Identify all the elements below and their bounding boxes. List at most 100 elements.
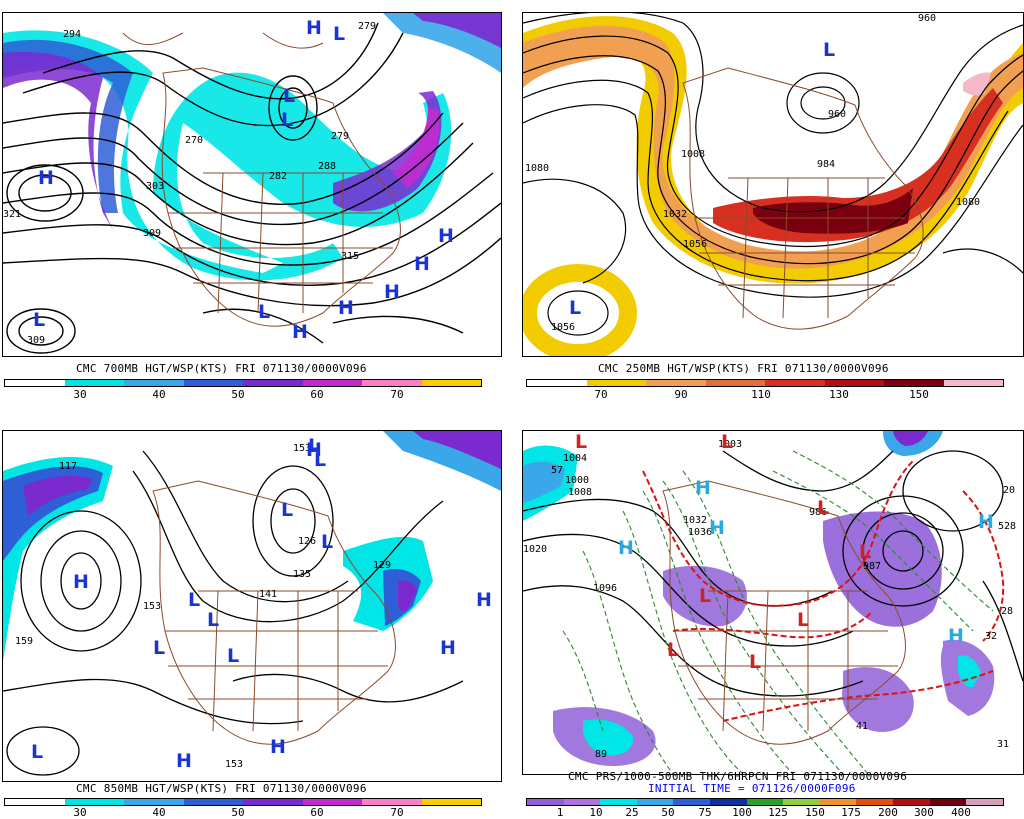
colorbar-swatch	[421, 380, 481, 386]
contour-label: 960	[918, 13, 937, 24]
colorbar-swatch	[302, 380, 362, 386]
high-marker: H	[476, 589, 492, 611]
precip-purple-ne	[823, 511, 942, 627]
borders	[682, 67, 924, 330]
contour-label: 321	[3, 209, 22, 220]
wind-shade-nw2	[413, 13, 501, 48]
colorbar-label: 30	[73, 806, 87, 819]
colorbar-swatch	[783, 799, 820, 805]
contour-label: 1056	[551, 322, 576, 333]
contour-label: 1020	[523, 544, 548, 555]
colorbar-label: 50	[231, 388, 245, 401]
colorbar-swatch	[884, 380, 944, 386]
high-marker: H	[709, 517, 725, 539]
contour-label: 153	[225, 759, 244, 770]
colorbar-label: 75	[698, 806, 712, 819]
precip-purple-c	[663, 565, 747, 627]
high-marker: H	[978, 511, 994, 533]
contour-label: 153	[143, 601, 162, 612]
wind-shade-nne2	[413, 431, 501, 469]
precip-cyan-e	[958, 655, 981, 688]
low-marker: L	[308, 435, 321, 457]
colorbar	[4, 379, 482, 387]
contour-label: 315	[341, 251, 360, 262]
contour-label: 279	[358, 21, 377, 32]
precip-purple-s	[842, 667, 914, 732]
colorbar-labels: 30 40 50 60 70	[4, 806, 480, 819]
colorbar-label: 25	[625, 806, 639, 819]
colorbar-label: 1	[556, 806, 564, 819]
low-marker: L	[227, 645, 240, 667]
low-marker: L	[859, 541, 872, 563]
thickness-contours	[562, 450, 994, 774]
low-marker: L	[575, 431, 588, 453]
contour-label: 1004	[563, 453, 588, 464]
contour-label: 32	[985, 631, 998, 642]
panel-title: CMC 700MB HGT/WSP(KTS) FRI 071130/0000V0…	[76, 362, 367, 375]
contour-label: 153	[293, 443, 312, 454]
colorbar-swatch	[362, 380, 422, 386]
low-marker: L	[667, 639, 680, 661]
colorbar	[4, 798, 482, 806]
contour-label: 984	[817, 159, 836, 170]
colorbar-label: 30	[73, 388, 87, 401]
wind-shade-blue	[3, 39, 133, 213]
low-marker: L	[823, 39, 836, 61]
borders	[662, 480, 906, 745]
contour-label: 1008	[568, 487, 593, 498]
jet-yellow-sw	[523, 264, 637, 356]
contour-label: 1096	[593, 583, 618, 594]
colorbar-label: 70	[594, 388, 608, 401]
colorbar-swatch	[302, 799, 362, 805]
colorbar-label: 300	[914, 806, 934, 819]
colorbar-swatch	[183, 799, 243, 805]
colorbar-swatch	[362, 799, 422, 805]
panel-850mb: 129 141 135 159 153 153 126 117 153 H H …	[0, 410, 512, 819]
low-marker: L	[749, 651, 762, 673]
contour-label: 57	[551, 465, 564, 476]
colorbar-swatch	[5, 799, 65, 805]
contour-label: 129	[373, 560, 392, 571]
low-marker: L	[281, 499, 294, 521]
borders	[122, 32, 401, 327]
colorbar-swatch	[421, 799, 481, 805]
contour-label: 1080	[525, 163, 550, 174]
low-marker: L	[314, 449, 327, 471]
contour-label: 282	[269, 171, 288, 182]
colorbar-swatch	[966, 799, 1003, 805]
panel-subtitle: INITIAL TIME = 071126/0000F096	[648, 782, 856, 795]
high-marker: H	[338, 297, 354, 319]
high-marker: H	[384, 281, 400, 303]
colorbar-label: 70	[390, 806, 404, 819]
colorbar-label: 130	[829, 388, 849, 401]
contour-label: 28	[1001, 606, 1014, 617]
colorbar-swatch	[124, 799, 184, 805]
panel-title: CMC 250MB HGT/WSP(KTS) FRI 071130/0000V0…	[598, 362, 889, 375]
colorbar-swatch	[563, 799, 601, 805]
wind-shade-ne-purple	[398, 580, 417, 612]
low-marker: L	[569, 297, 582, 319]
high-marker: H	[948, 625, 964, 647]
colorbar	[526, 798, 1004, 806]
map-700mb-svg	[3, 13, 501, 354]
contour-label: 31	[997, 739, 1010, 750]
contour-label: 960	[828, 109, 847, 120]
wind-shade-purple	[23, 475, 93, 516]
colorbar-label: 60	[310, 806, 324, 819]
contour-label: 1003	[718, 439, 743, 450]
colorbar-swatch	[183, 380, 243, 386]
colorbar-label: 40	[152, 388, 166, 401]
colorbar-label: 10	[589, 806, 603, 819]
low-marker: L	[699, 585, 712, 607]
colorbar-swatch	[124, 380, 184, 386]
map-850mb: 129 141 135 159 153 153 126 117 153 H H …	[2, 430, 502, 782]
contour-label: 1080	[956, 197, 981, 208]
low-marker: L	[283, 85, 296, 107]
high-marker: H	[38, 167, 54, 189]
height-contours	[3, 450, 464, 776]
contour-label: 279	[331, 131, 350, 142]
low-marker: L	[333, 23, 346, 45]
precip-ne2	[893, 431, 928, 446]
high-marker: H	[438, 225, 454, 247]
map-prs: 1096 1036 1020 1032 1008 986 1000 1004 5…	[522, 430, 1024, 775]
